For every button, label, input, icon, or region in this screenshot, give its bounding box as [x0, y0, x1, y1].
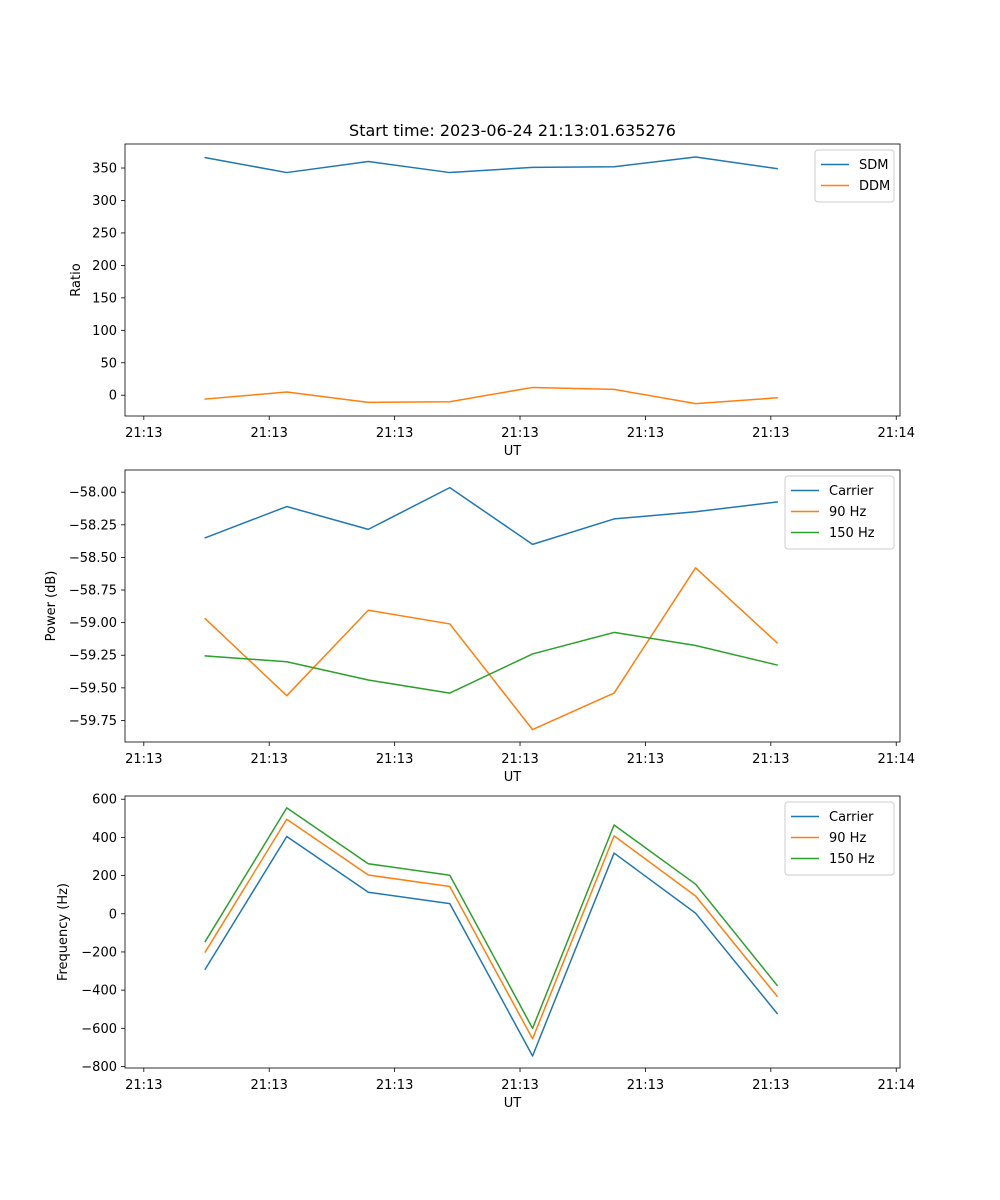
- y-tick-label: −200: [81, 945, 117, 960]
- series-line-sdm: [204, 156, 778, 174]
- y-tick-label: 300: [92, 194, 117, 209]
- x-tick-label: 21:13: [752, 752, 789, 767]
- y-axis-label: Power (dB): [44, 571, 59, 642]
- legend-label: 150 Hz: [829, 526, 875, 541]
- x-tick-label: 21:13: [376, 1078, 413, 1093]
- y-tick-label: −800: [81, 1060, 117, 1075]
- y-tick-label: 100: [92, 324, 117, 339]
- axes-frame: [124, 795, 901, 1069]
- x-axis-label: UT: [504, 444, 522, 459]
- x-tick-label: 21:13: [752, 426, 789, 441]
- legend-label: DDM: [859, 179, 890, 194]
- x-tick-label: 21:14: [878, 426, 915, 441]
- y-tick-label: 0: [109, 907, 117, 922]
- y-tick-label: −58.25: [69, 518, 117, 533]
- legend-label: 90 Hz: [829, 505, 866, 520]
- y-tick-label: −59.75: [69, 714, 117, 729]
- y-axis-label: Frequency (Hz): [56, 883, 71, 981]
- y-tick-label: 250: [92, 226, 117, 241]
- x-tick-label: 21:13: [501, 752, 538, 767]
- x-tick-label: 21:13: [627, 426, 664, 441]
- series-line-90-hz: [204, 818, 779, 1040]
- subplots: 21:13 21:13 21:13 21:13 21:13 21:13 21:14 0 50 10…: [44, 143, 915, 1111]
- y-tick-label: 400: [92, 831, 117, 846]
- x-tick-label: 21:13: [752, 1078, 789, 1093]
- x-axis-label: UT: [504, 770, 522, 785]
- x-tick-label: 21:14: [878, 752, 915, 767]
- x-tick-label: 21:13: [250, 752, 287, 767]
- legend-label: 90 Hz: [829, 831, 866, 846]
- legend: Carrier 90 Hz 150 Hz: [784, 801, 895, 876]
- y-tick-label: −600: [81, 1022, 117, 1037]
- y-tick-label: 200: [92, 869, 117, 884]
- y-tick-label: −59.00: [69, 616, 117, 631]
- x-tick-label: 21:13: [627, 1078, 664, 1093]
- y-tick-label: 350: [92, 162, 117, 177]
- legend-label: SDM: [859, 158, 888, 173]
- legend-box: [784, 475, 895, 550]
- series-line-carrier: [204, 835, 779, 1057]
- figure-title: Start time: 2023-06-24 21:13:01.635276: [349, 121, 676, 140]
- y-tick-label: 200: [92, 259, 117, 274]
- y-tick-label: 600: [92, 793, 117, 808]
- series-line-carrier: [204, 486, 778, 546]
- x-tick-label: 21:13: [376, 426, 413, 441]
- axes-frame: [124, 143, 901, 417]
- series-line-150-hz: [204, 807, 779, 1030]
- x-tick-label: 21:13: [125, 1078, 162, 1093]
- x-tick-label: 21:13: [250, 426, 287, 441]
- series-line-90-hz: [204, 567, 779, 731]
- legend-label: Carrier: [829, 484, 874, 499]
- series-line-ddm: [204, 386, 778, 405]
- y-tick-label: 150: [92, 291, 117, 306]
- x-tick-label: 21:13: [376, 752, 413, 767]
- y-tick-label: −59.50: [69, 681, 117, 696]
- y-axis-label: Ratio: [69, 263, 84, 296]
- x-tick-label: 21:13: [125, 426, 162, 441]
- x-tick-label: 21:13: [501, 426, 538, 441]
- x-axis-label: UT: [504, 1096, 522, 1111]
- y-tick-label: 50: [100, 356, 117, 371]
- x-tick-label: 21:13: [501, 1078, 538, 1093]
- y-tick-label: −58.00: [69, 486, 117, 501]
- subplot-3: 21:13 21:13 21:13 21:13 21:13 21:13 21:14 −800 −…: [56, 793, 915, 1111]
- y-tick-label: −59.25: [69, 649, 117, 664]
- x-tick-label: 21:13: [125, 752, 162, 767]
- legend-box: [784, 801, 895, 876]
- x-tick-label: 21:13: [250, 1078, 287, 1093]
- legend-label: Carrier: [829, 810, 874, 825]
- subplot-1: 21:13 21:13 21:13 21:13 21:13 21:13 21:14 0 50 10…: [69, 143, 915, 459]
- subplot-2: 21:13 21:13 21:13 21:13 21:13 21:13 21:14 −59.7…: [44, 469, 915, 785]
- y-tick-label: 0: [109, 389, 117, 404]
- x-tick-label: 21:14: [878, 1078, 915, 1093]
- series-line-150-hz: [204, 631, 779, 694]
- legend-box: [814, 149, 895, 203]
- legend: SDM DDM: [814, 149, 895, 203]
- y-tick-label: −58.75: [69, 584, 117, 599]
- x-tick-label: 21:13: [627, 752, 664, 767]
- y-tick-label: −400: [81, 984, 117, 999]
- legend: Carrier 90 Hz 150 Hz: [784, 475, 895, 550]
- y-tick-label: −58.50: [69, 551, 117, 566]
- axes-frame: [124, 469, 901, 743]
- legend-label: 150 Hz: [829, 852, 875, 867]
